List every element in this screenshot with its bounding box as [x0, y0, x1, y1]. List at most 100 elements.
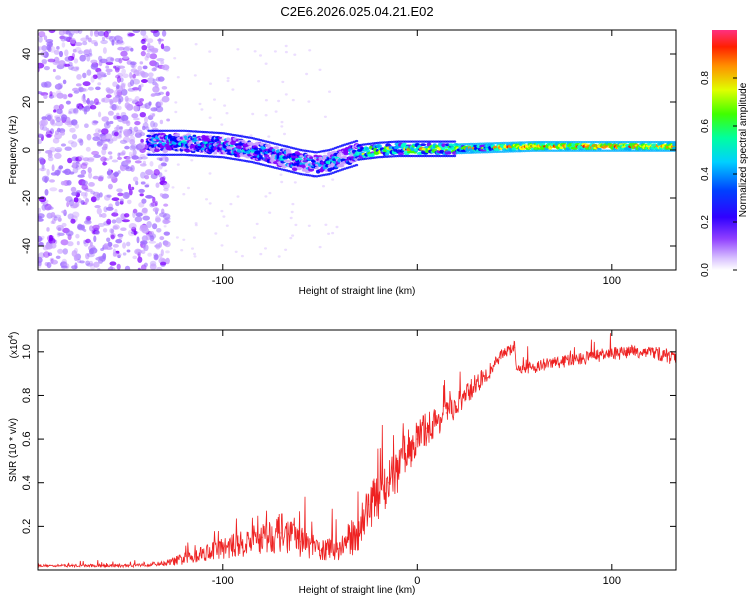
heatmap-cell	[101, 116, 109, 122]
y-tick-label: -20	[21, 190, 33, 206]
heatmap-cell	[86, 133, 92, 141]
heatmap-cell	[97, 140, 104, 146]
heatmap-cell	[38, 134, 43, 138]
heatmap-cell	[122, 73, 129, 79]
heatmap-cell	[107, 170, 113, 175]
heatmap-cell	[548, 149, 552, 152]
heatmap-cell	[38, 138, 43, 144]
heatmap-cell	[112, 96, 119, 103]
heatmap-cell	[234, 250, 238, 253]
heatmap-cell	[150, 120, 155, 128]
heatmap-cell	[102, 161, 108, 166]
heatmap-cell	[124, 95, 129, 103]
heatmap-cell	[415, 140, 419, 143]
heatmap-cell	[314, 166, 319, 170]
heatmap-cell	[401, 154, 405, 158]
heatmap-cell	[597, 140, 602, 144]
heatmap-cell	[562, 140, 567, 144]
heatmap-cell	[327, 232, 331, 235]
heatmap-cell	[277, 255, 281, 258]
heatmap-cell	[539, 140, 543, 144]
y-tick-label: 0.2	[21, 519, 33, 534]
heatmap-cell	[73, 197, 79, 203]
heatmap-cell	[110, 234, 115, 240]
heatmap-cell	[57, 232, 65, 236]
heatmap-cell	[427, 154, 431, 158]
heatmap-cell	[55, 121, 63, 127]
heatmap-cell	[154, 129, 158, 132]
heatmap-cell	[198, 102, 202, 106]
heatmap-cell	[280, 180, 284, 184]
heatmap-cell	[551, 149, 555, 152]
heatmap-cell	[129, 79, 135, 87]
heatmap-cell	[82, 157, 90, 162]
heatmap-cell	[464, 151, 468, 154]
heatmap-cell	[376, 141, 380, 145]
heatmap-cell	[115, 239, 123, 244]
heatmap-cell	[534, 149, 538, 152]
heatmap-cell	[152, 113, 156, 117]
heatmap-cell	[247, 136, 251, 139]
heatmap-cell	[158, 153, 163, 156]
heatmap-cell	[155, 182, 160, 188]
heatmap-cell	[105, 68, 113, 73]
heatmap-cell	[305, 72, 309, 76]
heatmap-cell	[164, 169, 168, 172]
heatmap-cell	[150, 30, 159, 34]
heatmap-cell	[392, 155, 396, 158]
heatmap-cell	[105, 206, 114, 211]
heatmap-cell	[158, 129, 163, 132]
heatmap-cell	[264, 195, 268, 198]
heatmap-cell	[58, 165, 64, 170]
heatmap-cell	[126, 249, 131, 253]
heatmap-cell	[165, 129, 170, 132]
heatmap-cell	[200, 108, 204, 111]
heatmap-cell	[137, 256, 143, 263]
heatmap-cell	[208, 172, 212, 175]
heatmap-cell	[213, 98, 216, 101]
heatmap-cell	[236, 48, 240, 51]
heatmap-cell	[132, 255, 138, 260]
heatmap-cell	[130, 143, 137, 150]
heatmap-cell	[46, 133, 52, 138]
heatmap-cell	[420, 140, 424, 143]
heatmap-cell	[467, 151, 471, 154]
heatmap-cell	[154, 148, 160, 153]
heatmap-cell	[499, 141, 503, 145]
heatmap-cell	[149, 263, 157, 270]
heatmap-cell	[193, 74, 197, 77]
heatmap-cell	[111, 159, 119, 163]
heatmap-cell	[136, 70, 142, 77]
heatmap-cell	[58, 104, 64, 110]
figure-title: C2E6.2026.025.04.21.E02	[280, 4, 433, 19]
heatmap-cell	[103, 30, 109, 38]
heatmap-cell	[163, 203, 169, 207]
snr-data-point	[484, 377, 487, 379]
heatmap-cell	[193, 255, 197, 258]
heatmap-cell	[72, 48, 77, 53]
heatmap-cell	[569, 140, 574, 144]
heatmap-cell	[155, 217, 161, 223]
heatmap-cell	[65, 196, 73, 203]
heatmap-cell	[46, 262, 52, 269]
heatmap-cell	[145, 52, 151, 59]
heatmap-cell	[161, 64, 170, 71]
heatmap-cell	[630, 140, 634, 144]
heatmap-cell	[97, 30, 106, 37]
heatmap-cell	[460, 151, 464, 155]
heatmap-cell	[43, 66, 50, 71]
heatmap-cell	[41, 204, 47, 211]
heatmap-cell	[462, 143, 466, 146]
heatmap-cell	[402, 142, 407, 146]
heatmap-cell	[151, 153, 156, 156]
heatmap-cell	[240, 254, 244, 258]
heatmap-cell	[576, 149, 581, 152]
heatmap-cell	[476, 142, 480, 145]
svg-text:(x104): (x104)	[8, 332, 20, 359]
heatmap-cell	[50, 172, 58, 176]
heatmap-cell	[117, 46, 125, 51]
heatmap-cell	[68, 171, 75, 175]
heatmap-cell	[152, 207, 160, 213]
heatmap-cell	[155, 215, 161, 222]
heatmap-cell	[51, 164, 55, 172]
